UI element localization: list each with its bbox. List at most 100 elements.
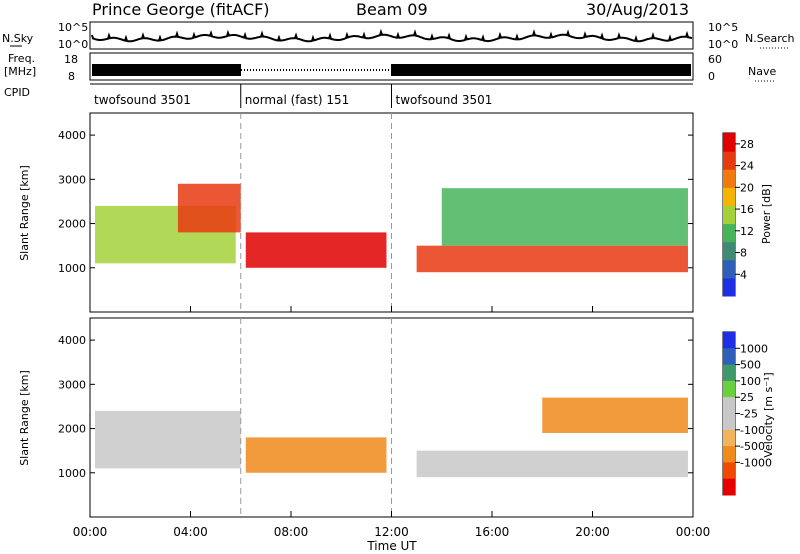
- colorbar-swatch: [723, 446, 735, 463]
- nsearch-tick-high: 10^5: [708, 21, 738, 34]
- power-panel: 1000 2000 3000 4000 Slant Range [km] 4 8 12 16…: [18, 112, 773, 313]
- velocity-data-bands: [95, 397, 688, 478]
- colorbar-swatch: [723, 223, 735, 243]
- nsky-label: N.Sky: [2, 32, 34, 45]
- freq-tick-high: 18: [64, 53, 78, 66]
- colorbar-swatch: [723, 413, 735, 431]
- data-band: [441, 188, 688, 246]
- power-y-ticks: 1000 2000 3000 4000: [58, 113, 693, 312]
- nave-label: Nave: [748, 65, 776, 78]
- colorbar-tick-label: 1000: [740, 342, 768, 355]
- colorbar-swatch: [723, 151, 735, 170]
- freq-label-line1: Freq.: [8, 52, 35, 65]
- nsky-tick-high: 10^5: [58, 21, 88, 34]
- colorbar-swatch: [723, 348, 735, 366]
- colorbar-swatch: [723, 133, 735, 152]
- velocity-ylabel: Slant Range [km]: [18, 370, 31, 466]
- colorbar-tick-label: -25: [740, 408, 758, 421]
- power-colorbar: [723, 133, 735, 297]
- y-tick-label: 2000: [58, 218, 86, 231]
- nsearch-tick-low: 10^0: [708, 38, 738, 51]
- colorbar-swatch: [723, 277, 735, 297]
- nsky-panel-frame: [89, 21, 694, 50]
- colorbar-tick-label: -1000: [740, 456, 772, 469]
- colorbar-tick-label: 16: [740, 203, 754, 216]
- colorbar-tick-label: 12: [740, 225, 754, 238]
- power-data-bands: [95, 183, 688, 273]
- colorbar-tick-label: 4: [740, 268, 747, 281]
- colorbar-swatch: [723, 241, 735, 261]
- velocity-panel: 1000 2000 3000 4000 Slant Range [km] 1000 50…: [18, 317, 775, 518]
- cpid-segments: twofsound 3501 normal (fast) 151 twofsound…: [94, 84, 492, 108]
- colorbar-swatch: [723, 259, 735, 279]
- power-colorbar-ticks: 4 8 12 16 20 24 28: [735, 138, 754, 281]
- colorbar-tick-label: 20: [740, 181, 754, 194]
- x-tick-label: 08:00: [274, 525, 309, 539]
- y-tick-label: 3000: [58, 378, 86, 391]
- y-tick-label: 1000: [58, 262, 86, 275]
- data-band: [177, 183, 241, 233]
- freq-label-line2: [MHz]: [4, 65, 36, 78]
- colorbar-swatch: [723, 364, 735, 382]
- nave-tick-low: 0: [708, 70, 715, 83]
- colorbar-swatch: [723, 332, 735, 349]
- velocity-y-ticks: 1000 2000 3000 4000: [58, 318, 693, 517]
- date-title: 30/Aug/2013: [586, 0, 689, 19]
- data-band: [416, 450, 688, 478]
- x-tick-label: 04:00: [173, 525, 208, 539]
- nsky-trace: [91, 28, 693, 43]
- y-tick-label: 2000: [58, 423, 86, 436]
- velocity-colorbar: [723, 332, 735, 496]
- x-tick-label: 00:00: [73, 525, 108, 539]
- colorbar-swatch: [723, 169, 735, 188]
- x-tick-label: 16:00: [475, 525, 510, 539]
- freq-trace-segment-1: [92, 64, 241, 76]
- data-band: [245, 437, 387, 473]
- freq-panel-frame: [89, 52, 694, 81]
- colorbar-tick-label: 500: [740, 359, 761, 372]
- station-title: Prince George (fitACF): [92, 0, 270, 19]
- colorbar-tick-label: 28: [740, 138, 754, 151]
- power-ylabel: Slant Range [km]: [18, 165, 31, 261]
- cpid-segment-label: twofsound 3501: [396, 93, 493, 107]
- colorbar-swatch: [723, 429, 735, 447]
- x-axis-ticks: 00:00 04:00 08:00 12:00 16:00 20:00 00:00: [73, 306, 711, 539]
- nave-tick-high: 60: [708, 53, 722, 66]
- nsearch-label: N.Search: [745, 32, 795, 45]
- x-tick-label: 00:00: [676, 525, 711, 539]
- velocity-colorbar-label: Velocity [m s⁻¹]: [762, 372, 775, 457]
- colorbar-tick-label: -500: [740, 440, 765, 453]
- data-band: [416, 245, 688, 273]
- y-tick-label: 4000: [58, 334, 86, 347]
- colorbar-swatch: [723, 462, 735, 480]
- x-tick-label: 12:00: [374, 525, 409, 539]
- data-band: [95, 410, 241, 469]
- colorbar-tick-label: -100: [740, 424, 765, 437]
- cpid-segment-label: twofsound 3501: [94, 93, 191, 107]
- colorbar-tick-label: 25: [740, 391, 754, 404]
- data-band: [542, 397, 688, 433]
- data-band: [245, 232, 387, 268]
- cpid-segment-label: normal (fast) 151: [245, 93, 349, 107]
- colorbar-tick-label: 24: [740, 160, 754, 173]
- nsky-tick-low: 10^0: [58, 38, 88, 51]
- colorbar-swatch: [723, 397, 735, 414]
- freq-tick-low: 8: [68, 70, 75, 83]
- beam-title: Beam 09: [356, 0, 428, 19]
- colorbar-swatch: [723, 380, 735, 398]
- y-tick-label: 4000: [58, 129, 86, 142]
- y-tick-label: 1000: [58, 467, 86, 480]
- freq-trace-segment-3: [391, 64, 691, 76]
- colorbar-tick-label: 100: [740, 375, 761, 388]
- colorbar-swatch: [723, 478, 735, 496]
- velocity-colorbar-ticks: 1000 500 100 25 -25 -100 -500 -1000: [735, 342, 772, 469]
- power-colorbar-label: Power [dB]: [760, 184, 773, 244]
- colorbar-swatch: [723, 205, 735, 225]
- colorbar-swatch: [723, 187, 735, 206]
- x-tick-label: 20:00: [575, 525, 610, 539]
- y-tick-label: 3000: [58, 173, 86, 186]
- x-axis-label: Time UT: [366, 539, 417, 553]
- colorbar-tick-label: 8: [740, 247, 747, 260]
- cpid-label: CPID: [4, 86, 30, 99]
